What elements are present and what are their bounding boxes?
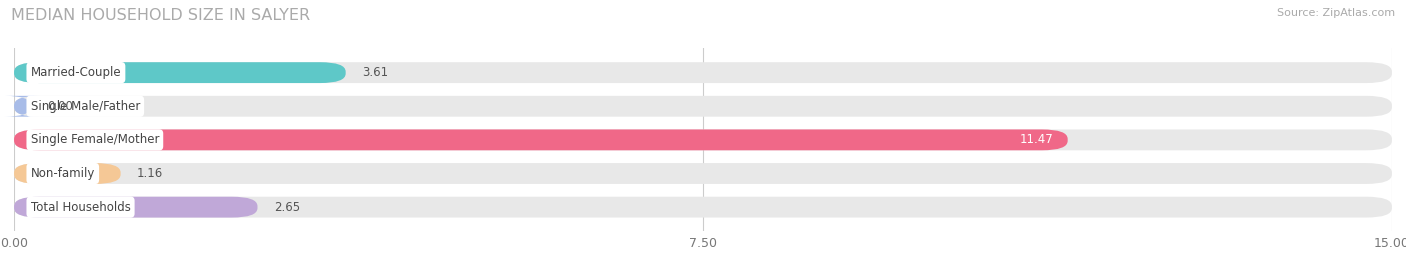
FancyBboxPatch shape (14, 62, 346, 83)
FancyBboxPatch shape (14, 163, 121, 184)
Text: Married-Couple: Married-Couple (31, 66, 121, 79)
FancyBboxPatch shape (14, 163, 1392, 184)
Text: 3.61: 3.61 (363, 66, 388, 79)
Text: Total Households: Total Households (31, 201, 131, 214)
FancyBboxPatch shape (14, 96, 1392, 117)
FancyBboxPatch shape (4, 96, 39, 117)
Text: Non-family: Non-family (31, 167, 96, 180)
FancyBboxPatch shape (14, 62, 1392, 83)
Text: 2.65: 2.65 (274, 201, 299, 214)
Text: Single Male/Father: Single Male/Father (31, 100, 141, 113)
Text: Source: ZipAtlas.com: Source: ZipAtlas.com (1277, 8, 1395, 18)
FancyBboxPatch shape (14, 129, 1067, 150)
Text: 11.47: 11.47 (1021, 133, 1054, 146)
Text: 0.00: 0.00 (48, 100, 73, 113)
FancyBboxPatch shape (14, 197, 257, 218)
FancyBboxPatch shape (14, 197, 1392, 218)
Text: MEDIAN HOUSEHOLD SIZE IN SALYER: MEDIAN HOUSEHOLD SIZE IN SALYER (11, 8, 311, 23)
FancyBboxPatch shape (14, 129, 1392, 150)
Text: 1.16: 1.16 (138, 167, 163, 180)
Text: Single Female/Mother: Single Female/Mother (31, 133, 159, 146)
